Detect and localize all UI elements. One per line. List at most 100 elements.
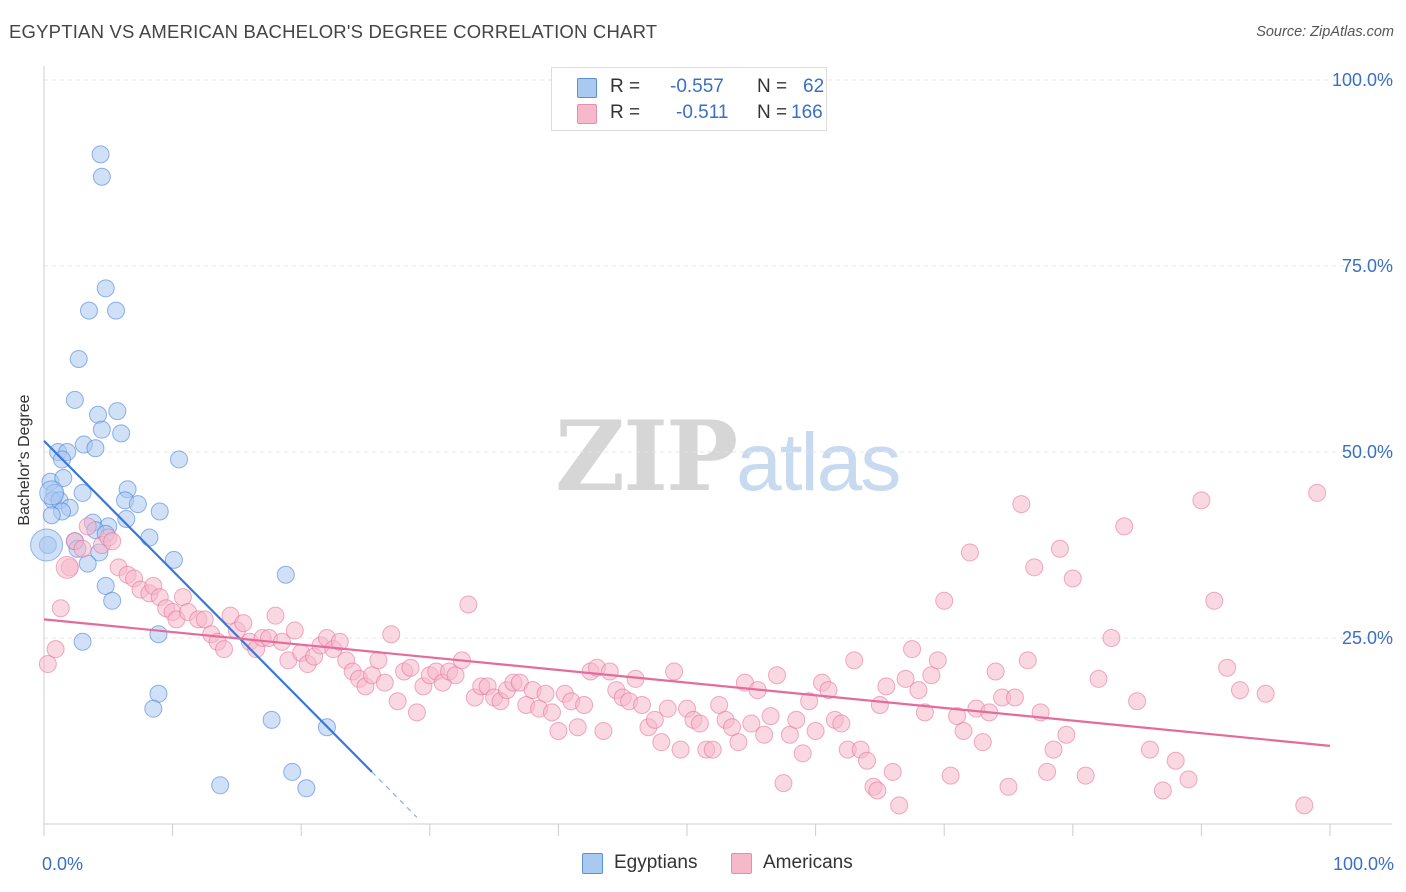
data-point bbox=[909, 681, 928, 700]
data-point bbox=[928, 651, 947, 670]
data-point bbox=[915, 703, 934, 722]
stats-r-value: -0.511 bbox=[676, 102, 729, 123]
data-point bbox=[723, 718, 742, 737]
data-point bbox=[1218, 658, 1237, 677]
data-point bbox=[832, 714, 851, 733]
data-point bbox=[195, 610, 214, 629]
data-point bbox=[575, 695, 594, 714]
data-point bbox=[658, 699, 677, 718]
data-point bbox=[568, 718, 587, 737]
stats-n-label: N = bbox=[757, 102, 788, 123]
data-point bbox=[144, 699, 163, 718]
data-point bbox=[1140, 740, 1159, 759]
stats-box: R = -0.557 N = 62 R = -0.511 N = 166 bbox=[551, 67, 827, 131]
data-point bbox=[793, 744, 812, 763]
watermark: ZIPatlas bbox=[555, 400, 901, 513]
data-point bbox=[729, 733, 748, 752]
data-point bbox=[761, 707, 780, 726]
data-point bbox=[1076, 766, 1095, 785]
data-point bbox=[1063, 569, 1082, 588]
data-point bbox=[1038, 762, 1057, 781]
data-point bbox=[128, 495, 147, 514]
x-tick-label: 0.0% bbox=[42, 854, 83, 874]
watermark-zip: ZIP bbox=[555, 400, 738, 513]
data-point bbox=[103, 532, 122, 551]
data-point bbox=[1025, 558, 1044, 577]
y-tick-label: 100.0% bbox=[1332, 70, 1393, 90]
trend-line-americans bbox=[43, 618, 1331, 747]
data-point bbox=[1128, 692, 1147, 711]
data-point bbox=[652, 733, 671, 752]
data-point bbox=[819, 681, 838, 700]
data-point bbox=[283, 762, 302, 781]
data-point bbox=[1256, 684, 1275, 703]
data-point bbox=[986, 662, 1005, 681]
data-point bbox=[1050, 539, 1069, 558]
data-point bbox=[877, 677, 896, 696]
data-point bbox=[30, 528, 64, 562]
legend-label-egyptians: Egyptians bbox=[614, 852, 698, 873]
data-point bbox=[375, 673, 394, 692]
stats-r-value: -0.557 bbox=[670, 76, 724, 97]
y-axis-label: Bachelor's Degree bbox=[16, 394, 33, 526]
data-point bbox=[407, 703, 426, 722]
stats-r-label: R = bbox=[610, 76, 641, 97]
legend-swatch-egyptians bbox=[582, 853, 603, 874]
trend-line-egyptians bbox=[43, 440, 373, 773]
data-point bbox=[459, 595, 478, 614]
data-point bbox=[690, 714, 709, 733]
y-tick-label: 75.0% bbox=[1342, 256, 1393, 276]
data-point bbox=[150, 502, 169, 521]
data-point bbox=[1012, 495, 1031, 514]
data-point bbox=[703, 740, 722, 759]
data-point bbox=[297, 779, 316, 798]
data-point bbox=[149, 625, 168, 644]
data-point bbox=[285, 621, 304, 640]
data-point bbox=[948, 707, 967, 726]
data-point bbox=[266, 606, 285, 625]
data-point bbox=[86, 439, 105, 458]
x-tick-label: 100.0% bbox=[1333, 854, 1394, 874]
data-point bbox=[38, 655, 57, 674]
data-point bbox=[73, 539, 92, 558]
data-point bbox=[870, 695, 889, 714]
data-point bbox=[1308, 483, 1327, 502]
data-point bbox=[69, 350, 88, 368]
data-point bbox=[276, 565, 295, 584]
data-point bbox=[780, 725, 799, 744]
data-point bbox=[883, 762, 902, 781]
data-point bbox=[954, 722, 973, 740]
y-tick-label: 25.0% bbox=[1342, 628, 1393, 648]
data-point bbox=[73, 632, 92, 651]
stats-swatch-americans bbox=[577, 104, 597, 124]
data-point bbox=[645, 710, 664, 729]
data-point bbox=[117, 509, 136, 528]
data-point bbox=[215, 640, 234, 659]
data-point bbox=[91, 145, 110, 164]
data-point bbox=[710, 695, 729, 714]
data-point bbox=[382, 625, 401, 644]
data-point bbox=[1192, 491, 1211, 510]
data-point bbox=[890, 796, 909, 815]
data-point bbox=[1102, 629, 1121, 647]
data-point bbox=[542, 703, 561, 722]
data-point bbox=[65, 390, 84, 409]
data-point bbox=[774, 774, 793, 793]
data-point bbox=[39, 480, 65, 506]
y-tick-label: 50.0% bbox=[1342, 442, 1393, 462]
data-point bbox=[1057, 725, 1076, 744]
data-point bbox=[742, 714, 761, 733]
data-point bbox=[164, 550, 183, 569]
data-point bbox=[446, 666, 465, 685]
data-point bbox=[1018, 651, 1037, 670]
data-point bbox=[665, 662, 684, 681]
data-point bbox=[922, 666, 941, 685]
data-point bbox=[92, 420, 111, 439]
data-point bbox=[1005, 688, 1024, 707]
data-point bbox=[46, 640, 65, 659]
data-point bbox=[1205, 591, 1224, 610]
data-point bbox=[92, 167, 111, 186]
data-point bbox=[80, 301, 99, 320]
data-point bbox=[632, 695, 651, 714]
